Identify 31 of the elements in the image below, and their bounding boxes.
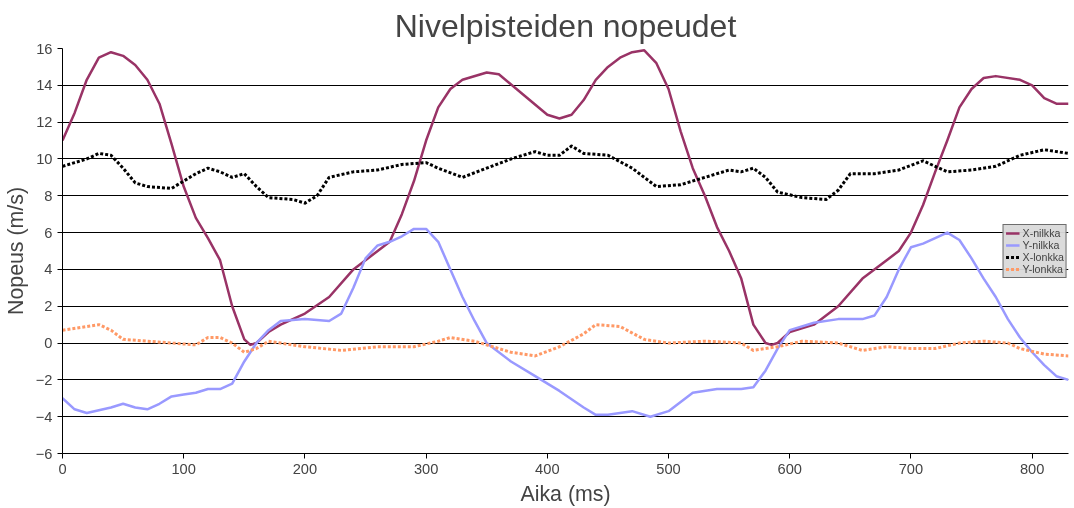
y-axis-title: Nopeus (m/s) [3,186,28,315]
x-tick-label: 0 [58,460,67,477]
legend-label: Y-lonkka [1022,262,1064,275]
x-axis-title: Aika (ms) [520,481,611,506]
legend-label: X-nilkka [1022,226,1061,239]
line-series [62,49,1069,347]
y-tick-label: 10 [36,150,53,167]
x-tick-label: 700 [898,460,924,477]
y-tick-label: 4 [44,261,53,278]
x-tick-label: 400 [535,460,560,477]
line-series [62,323,1069,358]
y-tick-label: 6 [44,224,53,241]
x-tick-label: 100 [171,460,196,477]
y-tick-label: 14 [36,77,53,94]
y-tick-label: −2 [35,371,53,388]
x-tick-label: 800 [1019,460,1045,477]
y-tick-label: 16 [36,40,53,57]
x-tick-label: 200 [292,460,318,477]
x-tick-label: 300 [413,460,439,477]
chart-title: Nivelpisteiden nopeudet [394,7,737,44]
y-tick-label: 12 [36,114,53,131]
x-tick-label: 500 [656,460,681,477]
y-tick-label: −4 [35,408,53,425]
y-tick-label: 0 [44,335,53,352]
y-tick-label: 8 [44,187,53,204]
legend-label: Y-nilkka [1022,238,1060,251]
y-tick-label: 2 [44,298,53,315]
line-series [62,227,1069,418]
legend-label: X-lonkka [1022,250,1064,263]
y-tick-label: −6 [35,445,53,462]
x-tick-label: 600 [777,460,802,477]
